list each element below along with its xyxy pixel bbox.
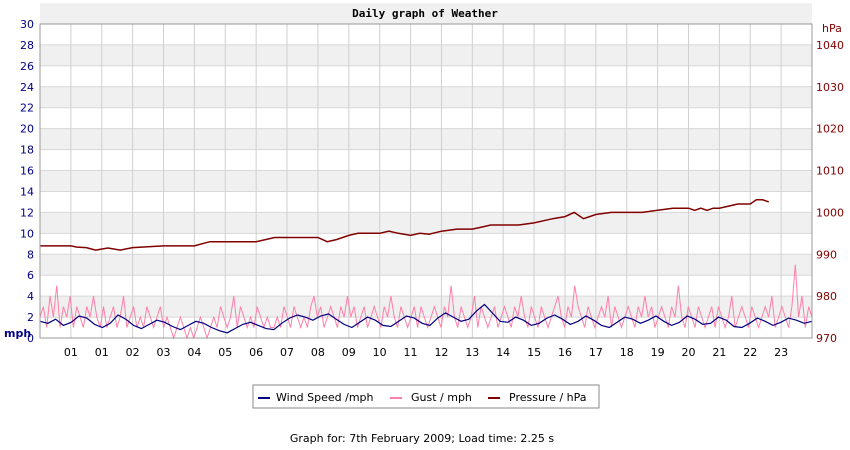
x-axis-tick-label: 17 (589, 346, 603, 359)
x-axis-tick-label: 05 (218, 346, 232, 359)
grid-band (40, 296, 812, 318)
left-axis-tick-label: 28 (20, 39, 34, 52)
grid-band (40, 86, 812, 108)
x-axis-tick-label: 04 (187, 346, 201, 359)
left-axis-tick-label: 26 (20, 60, 34, 73)
gust-series-line (39, 264, 813, 340)
right-axis-tick-label: 990 (816, 248, 837, 261)
right-axis-tick-label: 1000 (816, 206, 844, 219)
right-axis-unit-label: hPa (822, 22, 842, 35)
left-axis-tick-label: 12 (20, 206, 34, 219)
left-axis-tick-label: 22 (20, 102, 34, 115)
left-axis-tick-label: 0 (27, 332, 34, 345)
chart-title: Daily graph of Weather (352, 7, 498, 20)
left-axis-tick-label: 14 (20, 185, 34, 198)
x-axis-tick-label: 14 (496, 346, 510, 359)
x-axis-tick-label: 10 (373, 346, 387, 359)
plot-frame (39, 23, 813, 339)
x-axis-tick-label: 02 (126, 346, 140, 359)
left-axis-tick-label: 24 (20, 81, 34, 94)
grid-band (40, 254, 812, 276)
x-axis-tick-label: 15 (527, 346, 541, 359)
legend: Wind Speed /mph Gust / mph Pressure / hP… (252, 384, 600, 409)
x-axis-tick-label: 11 (404, 346, 418, 359)
x-axis-tick-label: 23 (774, 346, 788, 359)
x-axis-tick-label: 09 (342, 346, 356, 359)
left-axis-tick-label: 16 (20, 165, 34, 178)
x-axis-tick-label: 21 (712, 346, 726, 359)
plot-background (40, 3, 812, 338)
x-axis-tick-label: 20 (681, 346, 695, 359)
grid-band (40, 212, 812, 234)
left-axis-tick-label: 8 (27, 248, 34, 261)
left-axis-tick-label: 18 (20, 144, 34, 157)
x-axis-tick-label: 19 (651, 346, 665, 359)
x-axis-tick-label: 22 (743, 346, 757, 359)
left-axis-tick-label: 6 (27, 269, 34, 282)
grid-band (40, 128, 812, 150)
x-axis-tick-label: 13 (465, 346, 479, 359)
x-axis-tick-label: 01 (64, 346, 78, 359)
x-axis-tick-label: 07 (280, 346, 294, 359)
right-axis-tick-label: 970 (816, 332, 837, 345)
left-axis-tick-label: 4 (27, 290, 34, 303)
legend-label-pressure: Pressure / hPa (509, 391, 587, 404)
x-axis-tick-label: 01 (95, 346, 109, 359)
right-axis-tick-label: 1020 (816, 123, 844, 136)
grid-band (40, 44, 812, 66)
left-axis-tick-label: 30 (20, 18, 34, 31)
right-axis-tick-label: 980 (816, 290, 837, 303)
x-axis-tick-label: 16 (558, 346, 572, 359)
series-layer (39, 199, 813, 340)
left-axis-unit-label: mph (4, 327, 31, 340)
x-axis-tick-label: 08 (311, 346, 325, 359)
legend-box (252, 384, 600, 409)
x-axis-tick-label: 06 (249, 346, 263, 359)
left-axis-tick-label: 10 (20, 227, 34, 240)
grid-band (40, 3, 812, 25)
pressure-series-line (40, 199, 770, 251)
grid-band (40, 170, 812, 192)
wind-speed-series-line (39, 303, 813, 334)
x-axis-tick-label: 12 (434, 346, 448, 359)
right-axis-tick-label: 1010 (816, 165, 844, 178)
right-axis-tick-label: 1040 (816, 39, 844, 52)
legend-label-gust: Gust / mph (411, 391, 472, 404)
left-axis-tick-label: 20 (20, 123, 34, 136)
legend-label-wind-speed: Wind Speed /mph (276, 391, 374, 404)
right-axis-tick-label: 1030 (816, 81, 844, 94)
footer-text: Graph for: 7th February 2009; Load time:… (290, 432, 555, 445)
left-axis-tick-label: 2 (27, 311, 34, 324)
axes: 0246810121416182022242628309709809901000… (20, 18, 844, 359)
x-axis-tick-label: 18 (620, 346, 634, 359)
x-axis-tick-label: 03 (157, 346, 171, 359)
